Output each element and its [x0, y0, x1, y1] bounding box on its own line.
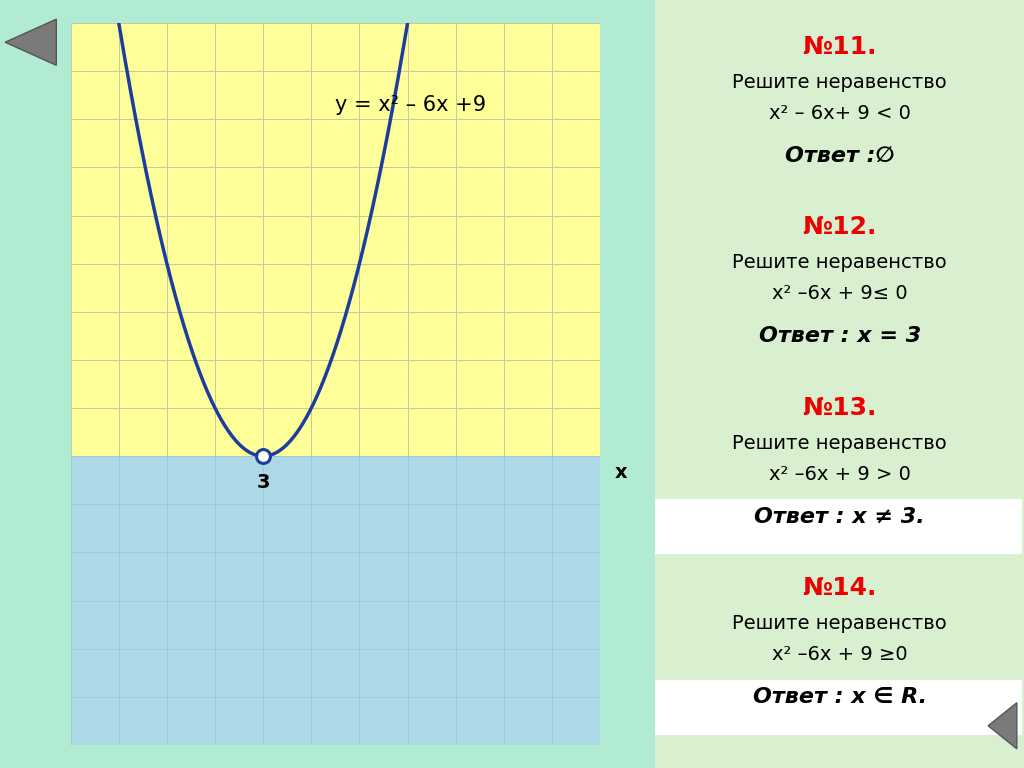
Text: №14.: №14. [803, 576, 877, 600]
Text: x² –6x + 9 > 0: x² –6x + 9 > 0 [769, 465, 910, 484]
Bar [71, 456, 600, 745]
Bar [71, 23, 600, 456]
Text: Решите неравенство: Решите неравенство [732, 434, 947, 453]
Text: Ответ : x ≠ 3.: Ответ : x ≠ 3. [755, 507, 925, 527]
Text: Ответ : x ∈ R.: Ответ : x ∈ R. [753, 687, 927, 707]
Text: №11.: №11. [803, 35, 877, 58]
Text: x² –6x + 9≤ 0: x² –6x + 9≤ 0 [772, 284, 907, 303]
Text: Решите неравенство: Решите неравенство [732, 614, 947, 634]
Text: Решите неравенство: Решите неравенство [732, 253, 947, 273]
Text: №13.: №13. [803, 396, 877, 419]
Text: x: x [614, 463, 627, 482]
Text: y = x² – 6x +9: y = x² – 6x +9 [336, 95, 486, 115]
Text: x² –6x + 9 ≥0: x² –6x + 9 ≥0 [772, 645, 907, 664]
Text: №12.: №12. [803, 215, 877, 239]
Text: Ответ : x = 3: Ответ : x = 3 [759, 326, 921, 346]
Text: x² – 6x+ 9 < 0: x² – 6x+ 9 < 0 [769, 104, 910, 123]
Text: Решите неравенство: Решите неравенство [732, 73, 947, 92]
Text: 3: 3 [256, 473, 270, 492]
Text: Ответ :∅: Ответ :∅ [785, 146, 894, 166]
